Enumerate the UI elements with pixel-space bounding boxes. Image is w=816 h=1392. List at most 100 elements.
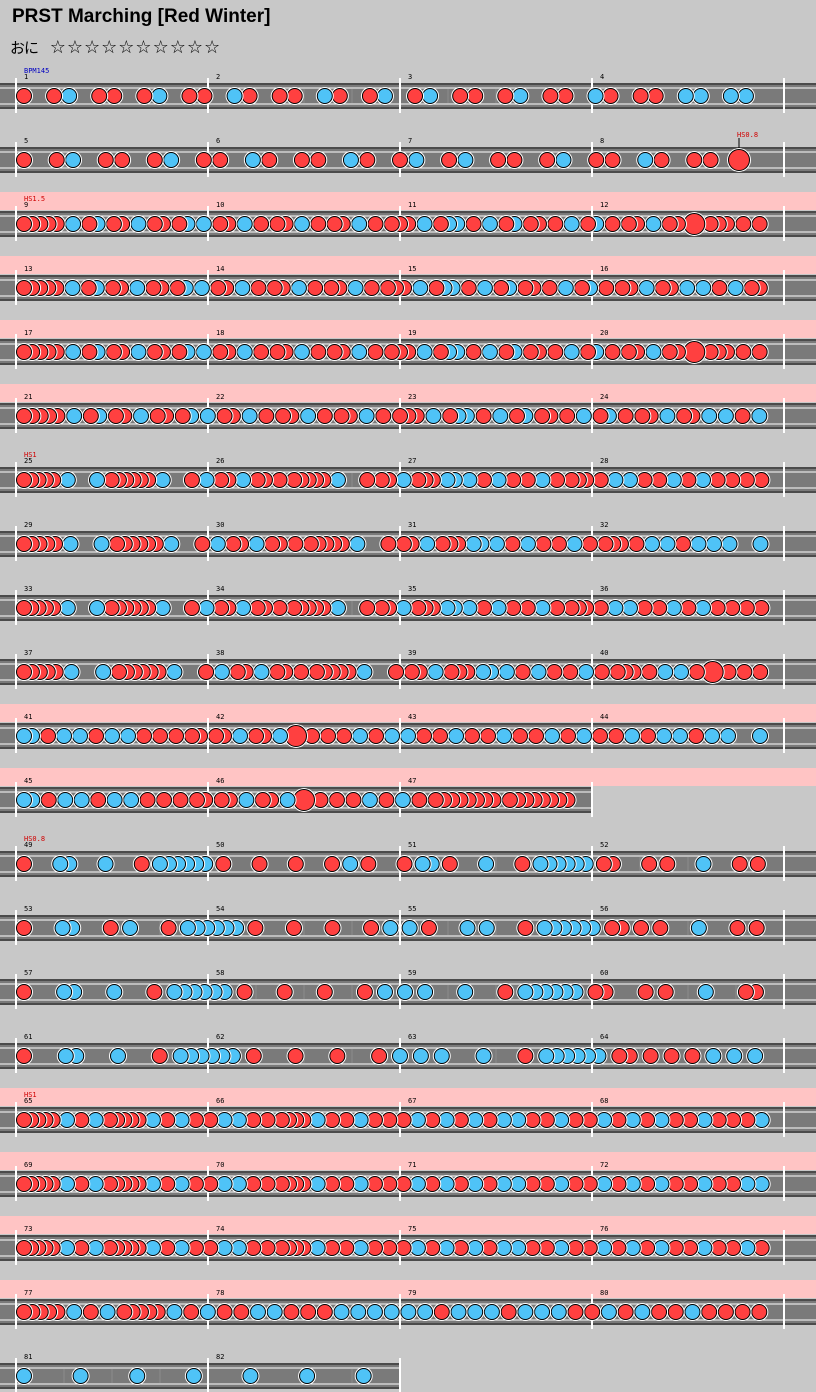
ka-note bbox=[481, 344, 498, 360]
don-note bbox=[493, 280, 510, 296]
ka-note bbox=[290, 280, 307, 296]
don-note bbox=[467, 88, 484, 104]
scroll-command: HS1.5 bbox=[24, 195, 45, 203]
don-note bbox=[641, 856, 658, 872]
measure-number: 23 bbox=[408, 393, 416, 401]
don-note bbox=[534, 408, 551, 424]
gogo-band bbox=[0, 192, 816, 210]
ka-note bbox=[62, 536, 79, 552]
ka-note bbox=[361, 792, 378, 808]
ka-note bbox=[216, 1112, 233, 1128]
ka-note bbox=[425, 408, 442, 424]
don-note bbox=[287, 1048, 304, 1064]
don-note bbox=[567, 1176, 584, 1192]
don-note bbox=[245, 1240, 262, 1256]
difficulty-line: おに ☆☆☆☆☆☆☆☆☆☆ bbox=[10, 37, 221, 58]
ka-note bbox=[400, 728, 416, 744]
measure-number: 58 bbox=[216, 969, 224, 977]
don-note bbox=[593, 664, 610, 680]
don-note bbox=[725, 1240, 742, 1256]
ka-note bbox=[495, 1112, 512, 1128]
measure-number: 80 bbox=[600, 1289, 608, 1297]
don-note bbox=[498, 216, 515, 232]
ka-note bbox=[352, 728, 368, 744]
don-note bbox=[275, 408, 292, 424]
ka-note bbox=[110, 1048, 126, 1064]
ka-note bbox=[488, 536, 505, 552]
ka-note bbox=[272, 728, 288, 744]
ka-note bbox=[721, 536, 738, 552]
don-note bbox=[271, 600, 288, 616]
don-note bbox=[711, 280, 728, 296]
don-note bbox=[710, 1240, 727, 1256]
ka-note bbox=[679, 280, 696, 296]
measure-number: 27 bbox=[408, 457, 416, 465]
don-note bbox=[363, 920, 380, 936]
don-note bbox=[196, 88, 213, 104]
ka-note bbox=[242, 1368, 259, 1384]
ka-note bbox=[510, 1176, 527, 1192]
don-note bbox=[724, 600, 741, 616]
don-note bbox=[383, 344, 400, 360]
ka-note bbox=[438, 1240, 455, 1256]
don-note bbox=[731, 856, 748, 872]
don-note bbox=[522, 216, 539, 232]
don-note bbox=[310, 344, 327, 360]
measure-number: 56 bbox=[600, 905, 608, 913]
don-note bbox=[80, 280, 97, 296]
don-note bbox=[433, 1304, 450, 1320]
ka-note bbox=[448, 728, 464, 744]
ka-note bbox=[382, 920, 399, 936]
measure-number: 49 bbox=[24, 841, 32, 849]
don-note bbox=[16, 152, 32, 168]
don-note bbox=[528, 728, 544, 744]
ka-note bbox=[65, 344, 82, 360]
don-note bbox=[614, 280, 631, 296]
measure-number: 65 bbox=[24, 1097, 32, 1105]
don-note bbox=[310, 216, 327, 232]
ka-note bbox=[498, 664, 515, 680]
ka-note bbox=[536, 920, 553, 936]
don-note bbox=[373, 600, 390, 616]
don-note bbox=[184, 728, 200, 744]
don-note bbox=[751, 344, 768, 360]
don-note bbox=[367, 216, 384, 232]
ka-note bbox=[238, 792, 255, 808]
don-note bbox=[581, 1176, 598, 1192]
ka-note bbox=[534, 1304, 551, 1320]
don-note bbox=[497, 88, 514, 104]
ka-note bbox=[704, 728, 720, 744]
don-note bbox=[701, 1304, 718, 1320]
ka-note bbox=[575, 408, 592, 424]
ka-note bbox=[607, 600, 624, 616]
don-note bbox=[504, 536, 521, 552]
don-note bbox=[233, 1304, 250, 1320]
ka-note bbox=[412, 280, 429, 296]
don-note bbox=[538, 1176, 555, 1192]
measure-number: 13 bbox=[24, 265, 32, 273]
ka-note bbox=[697, 984, 714, 1000]
don-note bbox=[16, 600, 32, 616]
don-note bbox=[213, 792, 230, 808]
don-note bbox=[174, 408, 191, 424]
don-note bbox=[753, 600, 770, 616]
gogo-band bbox=[0, 1088, 816, 1106]
don-note bbox=[259, 1176, 276, 1192]
don-note bbox=[610, 1240, 627, 1256]
don-note bbox=[725, 1176, 742, 1192]
don-note bbox=[106, 88, 123, 104]
measure-number: 71 bbox=[408, 1161, 416, 1169]
ka-note bbox=[416, 216, 433, 232]
measure-number: 26 bbox=[216, 457, 224, 465]
ka-note bbox=[394, 792, 411, 808]
don-note bbox=[253, 216, 270, 232]
don-note bbox=[637, 984, 654, 1000]
don-note bbox=[524, 1240, 541, 1256]
ka-note bbox=[400, 1304, 417, 1320]
don-note bbox=[587, 984, 604, 1000]
difficulty-stars: ☆☆☆☆☆☆☆☆☆☆ bbox=[49, 37, 222, 58]
don-note bbox=[680, 600, 697, 616]
ka-note bbox=[672, 728, 688, 744]
ka-note bbox=[209, 536, 226, 552]
ka-note bbox=[236, 344, 253, 360]
